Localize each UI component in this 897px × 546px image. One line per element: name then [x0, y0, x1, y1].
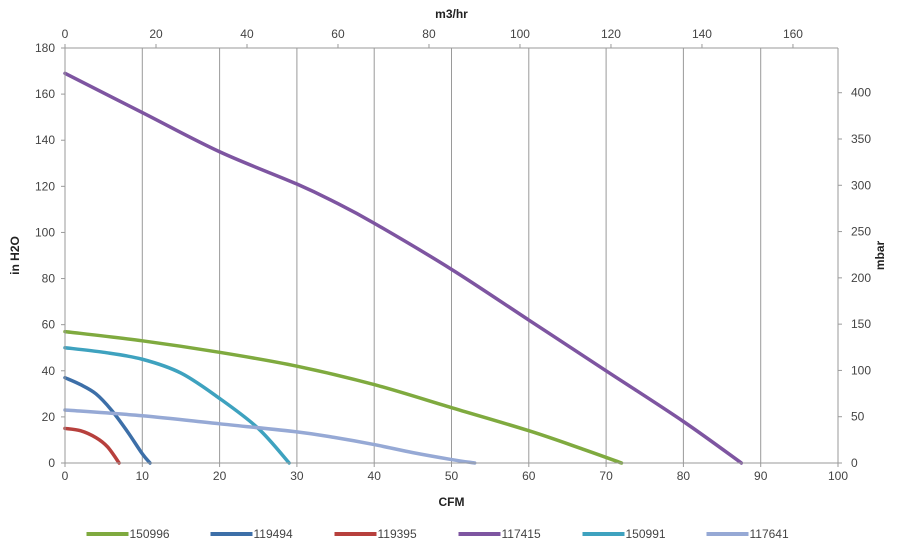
y-axis-left-title: in H2O	[8, 236, 22, 275]
series-line-119395	[63, 426, 121, 465]
y-left-tick-label: 140	[35, 133, 55, 147]
legend: 150996 119494 119395 117415 150991 117641	[86, 527, 789, 541]
legend-item-150996: 150996	[86, 527, 170, 541]
x-bottom-tick-label: 20	[213, 469, 227, 483]
y-axis-right-title: mbar	[873, 240, 887, 270]
legend-label: 150991	[626, 527, 666, 541]
x-bottom-tick-label: 10	[136, 469, 150, 483]
series-line-117641	[63, 408, 477, 465]
legend-item-119395: 119395	[334, 527, 417, 541]
y-left-tick-label: 0	[48, 456, 55, 470]
x-top-tick-label: 140	[692, 27, 712, 41]
y-left-tick-label: 120	[35, 179, 55, 193]
y-right-tick-label: 150	[851, 317, 871, 331]
legend-label: 119395	[378, 527, 417, 541]
y-left-tick-label: 180	[35, 41, 55, 55]
legend-label: 119494	[254, 527, 293, 541]
y-right-tick-label: 300	[851, 178, 871, 192]
x-top-tick-label: 60	[331, 27, 345, 41]
x-bottom-tick-label: 40	[368, 469, 382, 483]
y-left-tick-label: 80	[42, 272, 56, 286]
x-top-tick-label: 0	[62, 27, 69, 41]
x-bottom-tick-label: 80	[677, 469, 691, 483]
legend-item-119494: 119494	[210, 527, 293, 541]
x-axis-top-title: m3/hr	[435, 7, 468, 21]
x-bottom-tick-label: 30	[290, 469, 304, 483]
x-top-tick-label: 160	[783, 27, 803, 41]
y-left-tick-label: 100	[35, 225, 55, 239]
x-axis-bottom-title: CFM	[439, 495, 465, 509]
x-bottom-tick-label: 50	[445, 469, 459, 483]
y-right-tick-label: 50	[851, 410, 865, 424]
y-left-tick-label: 20	[42, 410, 56, 424]
y-right-tick-label: 400	[851, 86, 871, 100]
x-bottom-tick-label: 90	[754, 469, 768, 483]
legend-label: 117641	[750, 527, 789, 541]
legend-item-117415: 117415	[458, 527, 541, 541]
axes	[61, 44, 842, 467]
y-left-tick-label: 60	[42, 318, 56, 332]
x-bottom-tick-label: 100	[828, 469, 848, 483]
y-right-tick-label: 200	[851, 271, 871, 285]
x-top-tick-label: 80	[422, 27, 436, 41]
series-line-150996	[63, 329, 624, 465]
x-bottom-tick-label: 70	[599, 469, 613, 483]
y-left-tick-label: 160	[35, 87, 55, 101]
x-bottom-tick-label: 0	[62, 469, 69, 483]
legend-item-117641: 117641	[706, 527, 789, 541]
y-right-tick-label: 100	[851, 363, 871, 377]
x-top-tick-label: 20	[149, 27, 163, 41]
legend-label: 117415	[502, 527, 541, 541]
x-top-tick-label: 120	[601, 27, 621, 41]
y-left-tick-label: 40	[42, 364, 56, 378]
series-line-117415	[63, 71, 744, 465]
legend-item-150991: 150991	[582, 527, 666, 541]
legend-label: 150996	[130, 527, 170, 541]
y-right-tick-label: 250	[851, 225, 871, 239]
y-right-tick-label: 0	[851, 456, 858, 470]
x-top-tick-label: 40	[240, 27, 254, 41]
series-line-150991	[63, 345, 291, 465]
series-line-119494	[63, 375, 152, 465]
series-lines	[63, 71, 744, 465]
x-bottom-tick-label: 60	[522, 469, 536, 483]
grid-lines	[141, 48, 762, 463]
y-right-tick-label: 350	[851, 132, 871, 146]
x-top-tick-label: 100	[510, 27, 530, 41]
